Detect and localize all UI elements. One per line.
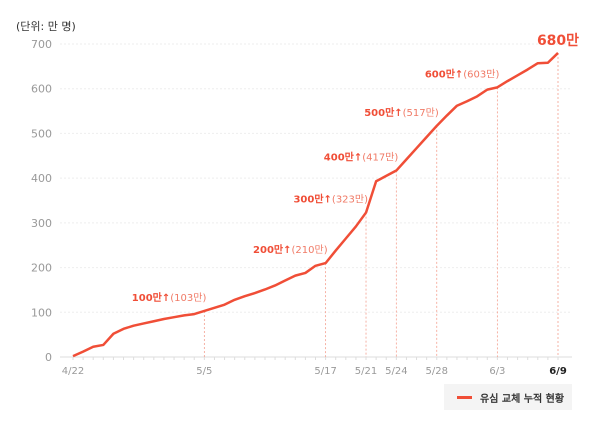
annotation-threshold: 200만↑ <box>253 243 291 256</box>
annotation-label: 400만↑(417만) <box>324 151 399 164</box>
annotation-label: 680만 <box>537 33 579 49</box>
annotation-label: 100만↑(103만) <box>132 291 207 304</box>
x-tick-label: 6/3 <box>489 366 505 377</box>
x-tick-label: 5/24 <box>385 366 407 377</box>
y-tick-label: 300 <box>31 217 52 230</box>
annotation-label: 500만↑(517만) <box>364 106 439 119</box>
annotation-label: 300만↑(323만) <box>293 193 368 206</box>
annotation-threshold: 400만↑ <box>324 151 362 164</box>
x-tick-label: 5/21 <box>355 366 377 377</box>
x-tick-label: 6/9 <box>549 366 567 377</box>
annotation-threshold: 500만↑ <box>364 106 402 119</box>
annotation-actual: (103만) <box>170 292 206 304</box>
annotation-threshold: 300만↑ <box>293 193 331 206</box>
y-tick-label: 100 <box>31 306 52 319</box>
legend: 유심 교체 누적 현황 <box>444 384 572 410</box>
y-tick-label: 400 <box>31 172 52 185</box>
legend-swatch <box>457 395 472 399</box>
x-tick-label: 4/22 <box>62 366 84 377</box>
annotation-actual: (603만) <box>463 68 499 80</box>
y-tick-label: 200 <box>31 262 52 275</box>
y-tick-label: 700 <box>31 38 52 51</box>
annotation-actual: (517만) <box>403 107 439 119</box>
y-tick-label: 0 <box>45 351 52 364</box>
x-tick-label: 5/5 <box>196 366 212 377</box>
y-tick-label: 600 <box>31 83 52 96</box>
annotation-actual: (210만) <box>292 244 328 256</box>
annotation-threshold: 100만↑ <box>132 291 170 304</box>
legend-label: 유심 교체 누적 현황 <box>480 393 565 405</box>
annotation-actual: (417만) <box>362 152 398 164</box>
unit-label: (단위: 만 명) <box>16 20 76 33</box>
annotation-actual: (323만) <box>332 194 368 206</box>
annotation-threshold: 680만 <box>537 33 579 49</box>
annotation-label: 600만↑(603만) <box>425 67 500 80</box>
annotation-threshold: 600만↑ <box>425 67 463 80</box>
y-tick-label: 500 <box>31 127 52 140</box>
annotation-label: 200만↑(210만) <box>253 243 328 256</box>
x-tick-label: 5/17 <box>314 366 336 377</box>
x-tick-label: 5/28 <box>426 366 448 377</box>
